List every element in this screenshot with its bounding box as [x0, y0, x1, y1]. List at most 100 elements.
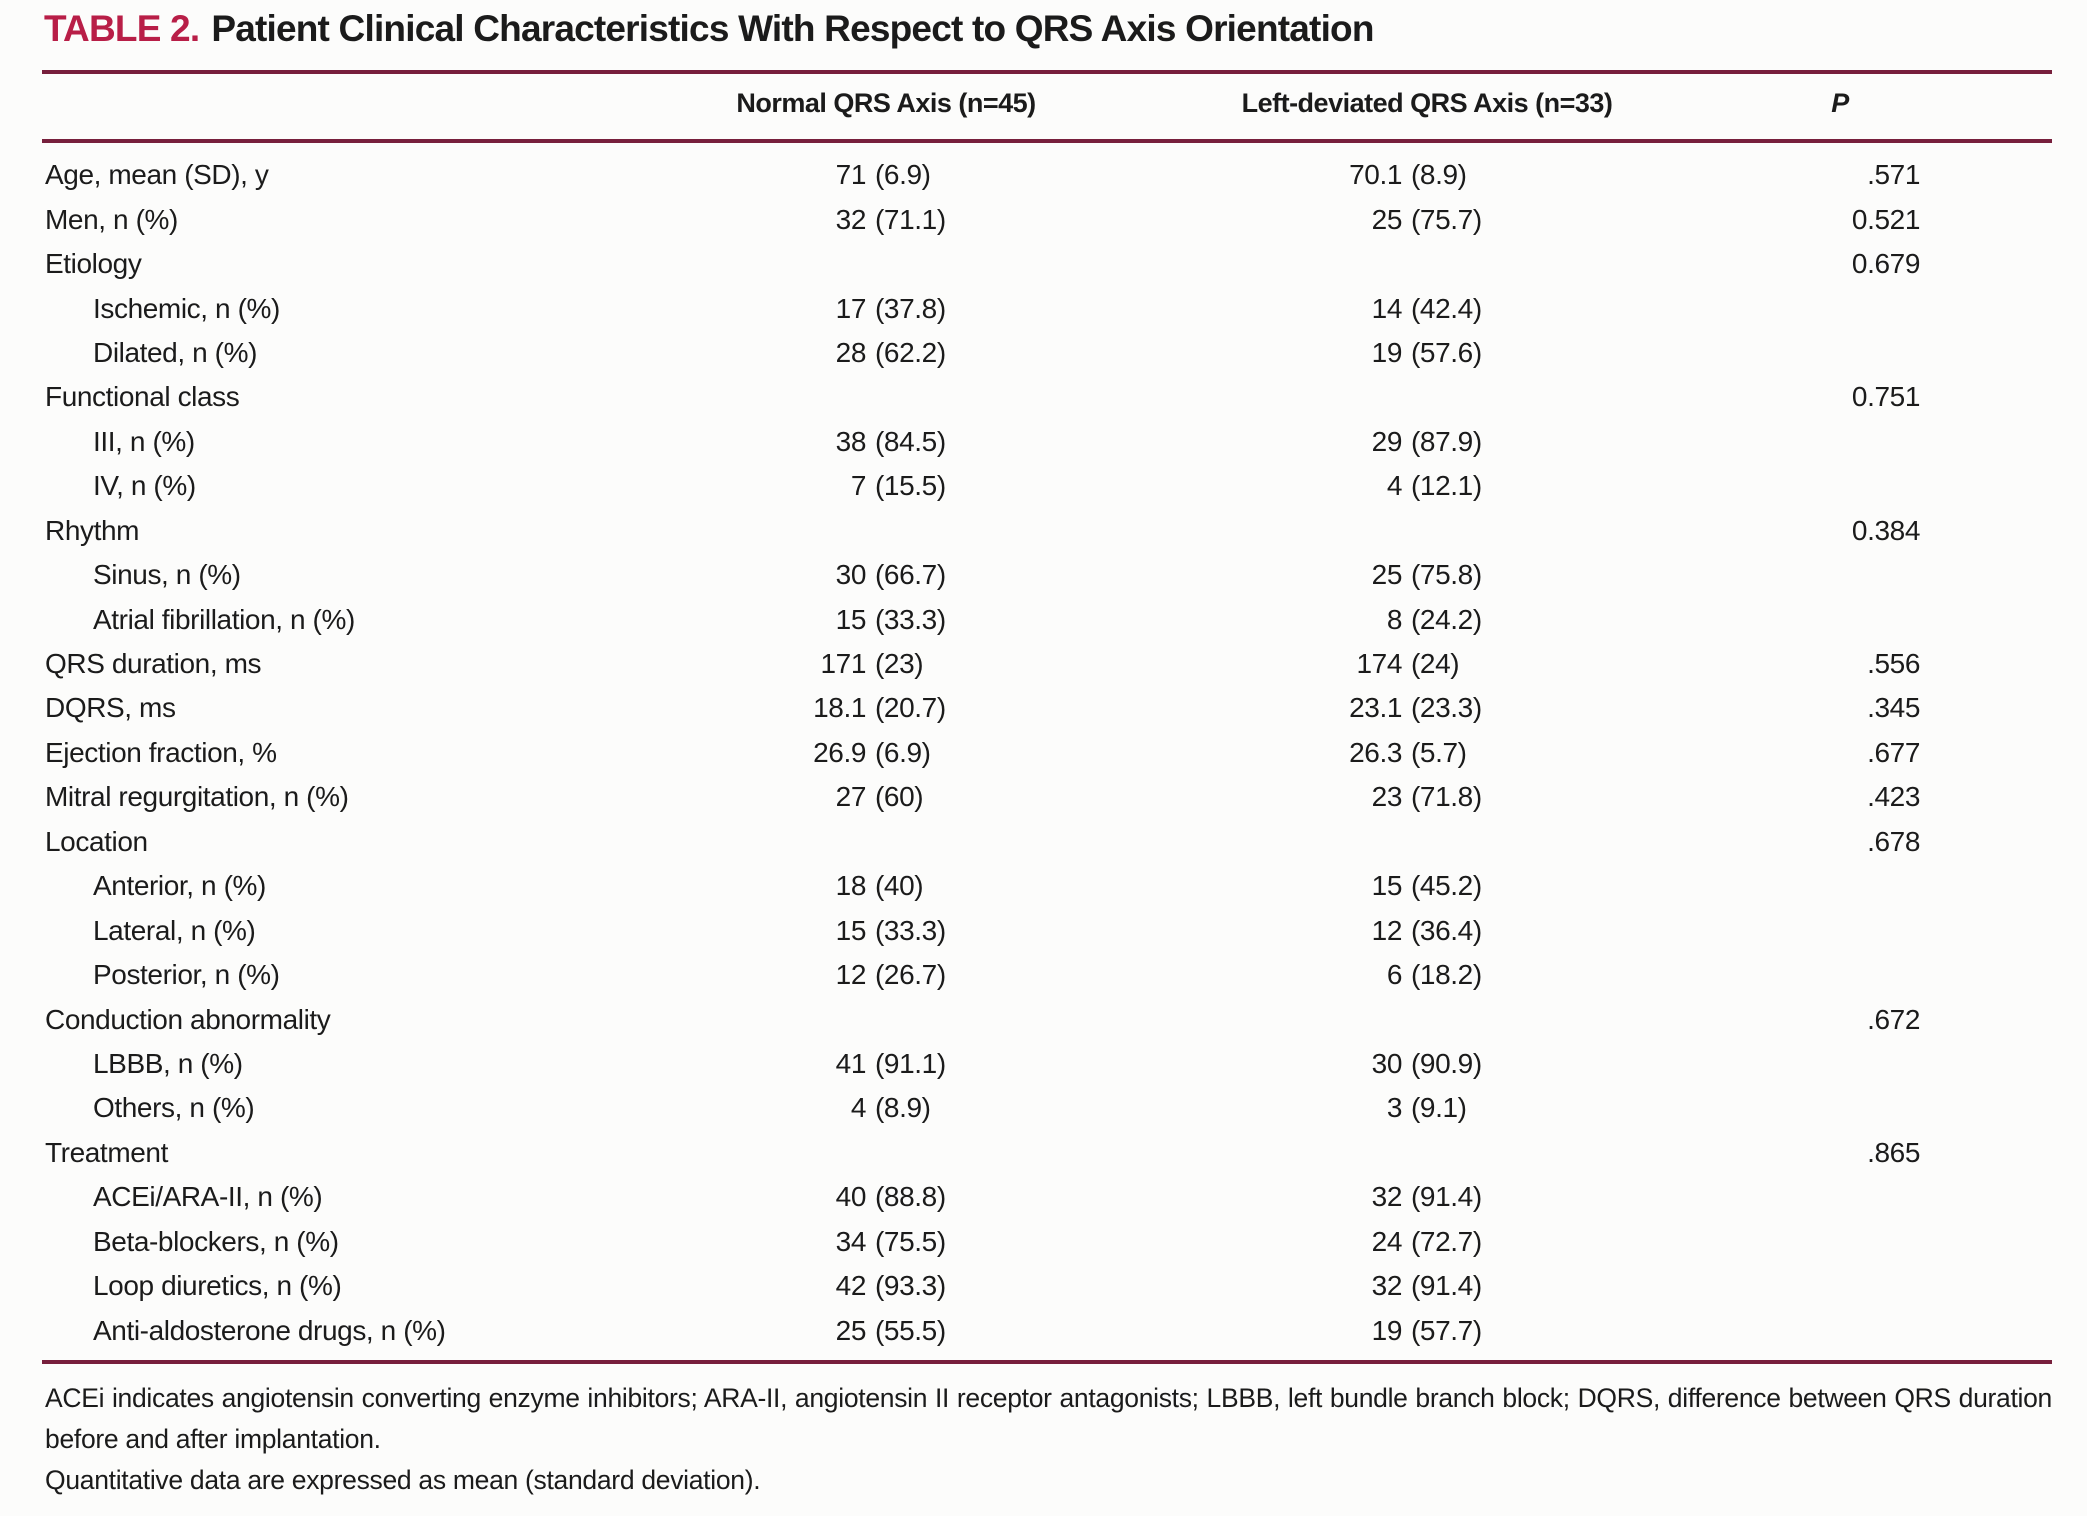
cell-p-value: .423 [1867, 781, 1920, 813]
table-title: TABLE 2. Patient Clinical Characteristics… [44, 8, 1374, 50]
row-label: Rhythm [45, 514, 140, 546]
cell-left-deviated-qrs: 25 (75.7) [1371, 203, 1483, 235]
cell-normal-qrs: 25 (55.5) [835, 1314, 947, 1346]
cell-p-value: .672 [1867, 1003, 1920, 1035]
cell-normal-qrs: 4 (8.9) [850, 1092, 931, 1124]
cell-normal-qrs: 32 (71.1) [835, 203, 947, 235]
row-label: Functional class [45, 381, 240, 413]
cell-normal-qrs: 27 (60) [835, 781, 924, 813]
row-label: Ejection fraction, % [45, 736, 277, 768]
row-label: Loop diuretics, n (%) [93, 1270, 342, 1302]
footnotes: ACEi indicates angiotensin converting en… [45, 1378, 2052, 1501]
cell-normal-qrs: 41 (91.1) [835, 1047, 947, 1079]
table-row: Atrial fibrillation, n (%) 15 (33.3) 8 (24.2… [0, 597, 2087, 641]
table-row: Etiology 0.679 [0, 242, 2087, 286]
cell-left-deviated-qrs: 4 (12.1) [1386, 470, 1482, 502]
row-label: ACEi/ARA-II, n (%) [93, 1181, 323, 1213]
cell-normal-qrs: 40 (88.8) [835, 1181, 947, 1213]
table-row: Men, n (%) 32 (71.1) 25 (75.7) 0.521 [0, 197, 2087, 241]
row-label: Posterior, n (%) [93, 959, 280, 991]
table-row: Loop diuretics, n (%) 42 (93.3) 32 (91.4) [0, 1264, 2087, 1308]
cell-normal-qrs: 38 (84.5) [835, 425, 947, 457]
table-row: Mitral regurgitation, n (%) 27 (60) 23 (71.8… [0, 775, 2087, 819]
cell-p-value: .345 [1867, 692, 1920, 724]
cell-normal-qrs: 34 (75.5) [835, 1225, 947, 1257]
cell-normal-qrs: 15 (33.3) [835, 603, 947, 635]
cell-left-deviated-qrs: 15 (45.2) [1371, 870, 1483, 902]
footnote-abbreviations: ACEi indicates angiotensin converting en… [45, 1383, 2052, 1454]
cell-left-deviated-qrs: 70.1 (8.9) [1349, 159, 1467, 191]
column-header-p: P [1831, 88, 1849, 118]
row-label: Beta-blockers, n (%) [93, 1225, 339, 1257]
row-label: IV, n (%) [93, 470, 196, 502]
table-row: Posterior, n (%) 12 (26.7) 6 (18.2) [0, 953, 2087, 997]
cell-p-value: .677 [1867, 736, 1920, 768]
row-label: Conduction abnormality [45, 1003, 331, 1035]
cell-p-value: 0.751 [1851, 381, 1920, 413]
cell-p-value: .678 [1867, 825, 1920, 857]
cell-left-deviated-qrs: 30 (90.9) [1371, 1047, 1483, 1079]
table-row: Ischemic, n (%) 17 (37.8) 14 (42.4) [0, 286, 2087, 330]
table-row: ACEi/ARA-II, n (%) 40 (88.8) 32 (91.4) [0, 1175, 2087, 1219]
table-row: Rhythm 0.384 [0, 509, 2087, 553]
table-row: Sinus, n (%) 30 (66.7) 25 (75.8) [0, 553, 2087, 597]
row-label: Etiology [45, 248, 142, 280]
table-body: Age, mean (SD), y 71 (6.9) 70.1 (8.9) .571 Men… [0, 153, 2087, 1353]
cell-normal-qrs: 18 (40) [835, 870, 924, 902]
cell-left-deviated-qrs: 174 (24) [1356, 648, 1460, 680]
cell-normal-qrs: 26.9 (6.9) [813, 736, 931, 768]
cell-normal-qrs: 15 (33.3) [835, 914, 947, 946]
cell-normal-qrs: 71 (6.9) [835, 159, 931, 191]
row-label: Treatment [45, 1136, 168, 1168]
cell-normal-qrs: 28 (62.2) [835, 336, 947, 368]
row-label: Age, mean (SD), y [45, 159, 269, 191]
cell-left-deviated-qrs: 23 (71.8) [1371, 781, 1483, 813]
cell-p-value: 0.679 [1851, 248, 1920, 280]
cell-left-deviated-qrs: 29 (87.9) [1371, 425, 1483, 457]
cell-p-value: .556 [1867, 648, 1920, 680]
row-label: Dilated, n (%) [93, 336, 258, 368]
cell-left-deviated-qrs: 3 (9.1) [1386, 1092, 1467, 1124]
cell-left-deviated-qrs: 23.1 (23.3) [1349, 692, 1482, 724]
row-label: Mitral regurgitation, n (%) [45, 781, 349, 813]
cell-normal-qrs: 12 (26.7) [835, 959, 947, 991]
table-number: TABLE 2. [44, 8, 200, 49]
column-header-normal-qrs: Normal QRS Axis (n=45) [736, 88, 1036, 118]
table-row: Treatment .865 [0, 1131, 2087, 1175]
cell-left-deviated-qrs: 8 (24.2) [1386, 603, 1482, 635]
cell-left-deviated-qrs: 19 (57.7) [1371, 1314, 1483, 1346]
row-label: DQRS, ms [45, 692, 176, 724]
cell-left-deviated-qrs: 12 (36.4) [1371, 914, 1483, 946]
row-label: Anterior, n (%) [93, 870, 266, 902]
cell-left-deviated-qrs: 24 (72.7) [1371, 1225, 1483, 1257]
footnote-quantitative: Quantitative data are expressed as mean … [45, 1465, 761, 1495]
cell-p-value: 0.521 [1851, 203, 1920, 235]
table-row: LBBB, n (%) 41 (91.1) 30 (90.9) [0, 1042, 2087, 1086]
cell-p-value: 0.384 [1851, 514, 1920, 546]
cell-left-deviated-qrs: 32 (91.4) [1371, 1181, 1483, 1213]
table-row: Anterior, n (%) 18 (40) 15 (45.2) [0, 864, 2087, 908]
row-label: Men, n (%) [45, 203, 178, 235]
table-row: IV, n (%) 7 (15.5) 4 (12.1) [0, 464, 2087, 508]
table-row: Conduction abnormality .672 [0, 997, 2087, 1041]
cell-left-deviated-qrs: 26.3 (5.7) [1349, 736, 1467, 768]
table-row: Dilated, n (%) 28 (62.2) 19 (57.6) [0, 331, 2087, 375]
rule-header-bottom [42, 139, 2052, 143]
table-row: Functional class 0.751 [0, 375, 2087, 419]
cell-normal-qrs: 30 (66.7) [835, 559, 947, 591]
table-row: QRS duration, ms 171 (23) 174 (24) .556 [0, 642, 2087, 686]
table-row: Anti-aldosterone drugs, n (%) 25 (55.5) 19(… [0, 1308, 2087, 1352]
table-row: DQRS, ms 18.1 (20.7) 23.1 (23.3) .345 [0, 686, 2087, 730]
row-label: QRS duration, ms [45, 648, 262, 680]
row-label: III, n (%) [93, 425, 195, 457]
table-row: III, n (%) 38 (84.5) 29 (87.9) [0, 420, 2087, 464]
row-label: Others, n (%) [93, 1092, 255, 1124]
cell-normal-qrs: 171 (23) [820, 648, 924, 680]
table-row: Location .678 [0, 820, 2087, 864]
row-label: Lateral, n (%) [93, 914, 256, 946]
table-row: Ejection fraction, % 26.9 (6.9) 26.3 (5.7) .6… [0, 731, 2087, 775]
cell-p-value: .865 [1867, 1136, 1920, 1168]
cell-normal-qrs: 17 (37.8) [835, 292, 947, 324]
row-label: Ischemic, n (%) [93, 292, 280, 324]
